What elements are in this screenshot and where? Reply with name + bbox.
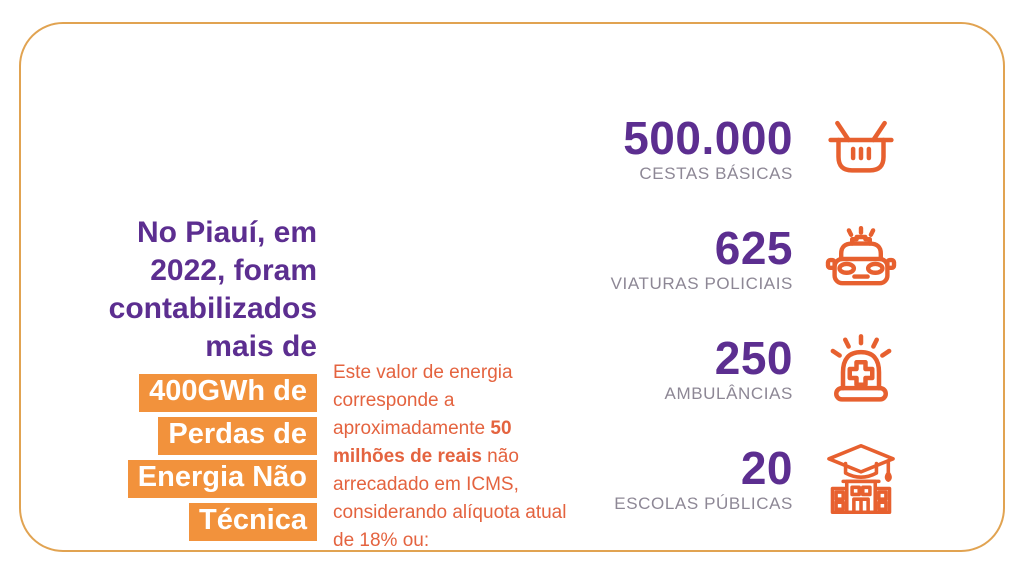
stat-value: 500.000 — [623, 112, 793, 164]
stat-row-escolas-publicas: 20 ESCOLAS PÚBLICAS — [583, 424, 903, 534]
headline-block: No Piauí, em 2022, foram contabilizados … — [59, 214, 317, 541]
note-text: não arrecadado em ICMS, considerando alí… — [333, 446, 567, 551]
stat-row-viaturas-policiais: 625 VIATURAS POLICIAIS — [583, 204, 903, 314]
shopping-basket-icon — [819, 117, 903, 181]
headline-line: mais de — [205, 330, 317, 363]
stat-text: 250 AMBULÂNCIAS — [665, 334, 793, 404]
headline-line: 2022, foram — [150, 254, 317, 287]
stat-label: VIATURAS POLICIAIS — [610, 274, 793, 293]
stat-value: 20 — [740, 442, 793, 494]
stat-value: 250 — [714, 332, 793, 384]
headline-highlight-line: Perdas de — [158, 417, 317, 455]
headline-highlight-line: 400GWh de — [139, 374, 317, 412]
stat-row-cestas-basicas: 500.000 CESTAS BÁSICAS — [583, 94, 903, 204]
stat-value: 625 — [714, 222, 793, 274]
equivalence-stats: 500.000 CESTAS BÁSICAS — [583, 94, 903, 534]
stat-text: 20 ESCOLAS PÚBLICAS — [614, 444, 793, 514]
school-building-icon — [819, 441, 903, 517]
ambulance-siren-icon — [819, 334, 903, 404]
rounded-card: No Piauí, em 2022, foram contabilizados … — [19, 22, 1005, 552]
stat-row-ambulancias: 250 AMBULÂNCIAS — [583, 314, 903, 424]
icms-note: Este valor de energia corresponde a apro… — [333, 359, 575, 555]
note-bold-text: 50 milhões de reais — [333, 418, 512, 467]
stat-text: 500.000 CESTAS BÁSICAS — [623, 114, 793, 184]
stat-label: AMBULÂNCIAS — [664, 384, 793, 403]
stat-text: 625 VIATURAS POLICIAIS — [611, 224, 793, 294]
police-car-icon — [819, 226, 903, 292]
stat-label: CESTAS BÁSICAS — [639, 164, 793, 183]
headline-highlight-line: Técnica — [189, 503, 317, 541]
headline-line: No Piauí, em — [136, 216, 317, 249]
headline-highlight-line: Energia Não — [127, 460, 317, 498]
headline-line: contabilizados — [108, 292, 317, 325]
stat-label: ESCOLAS PÚBLICAS — [614, 494, 793, 513]
note-text: Este valor de energia corresponde a apro… — [333, 362, 513, 439]
